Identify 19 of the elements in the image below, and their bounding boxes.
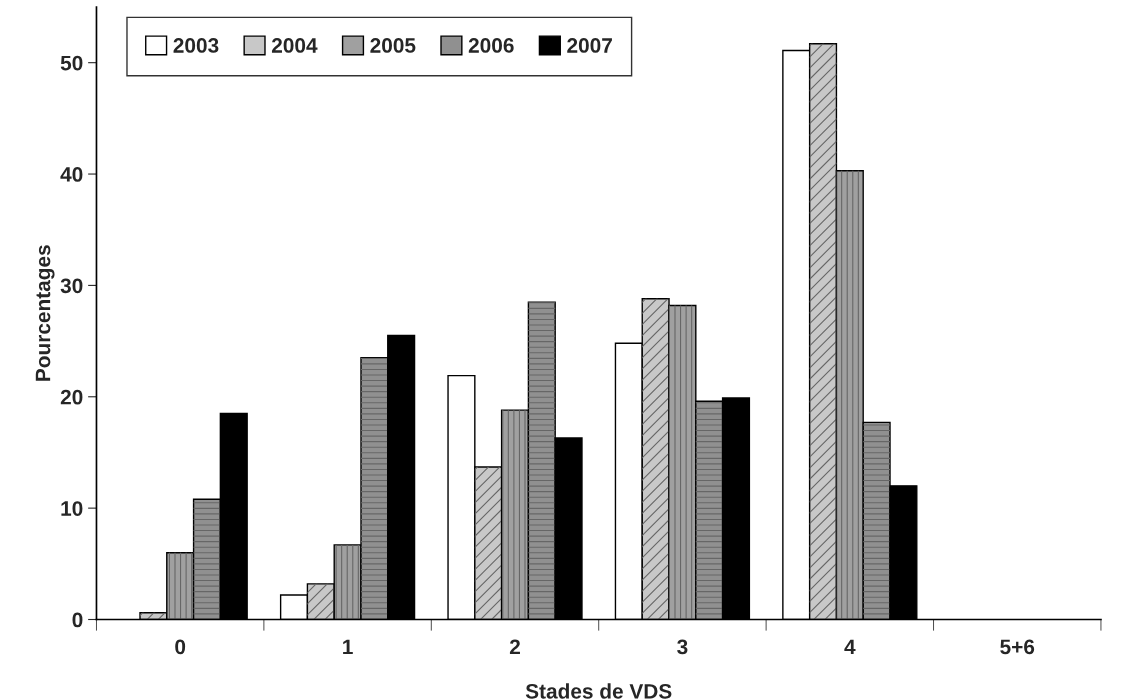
y-tick-label: 30 [60, 278, 83, 294]
legend-label: 2007 [567, 38, 612, 53]
x-tick-label: 0 [175, 639, 186, 655]
y-tick-label: 0 [72, 612, 83, 628]
x-tick-label: 4 [844, 639, 856, 655]
y-tick-label: 10 [61, 501, 83, 516]
legend-label: 2004 [271, 38, 318, 53]
x-axis-title: Stades de VDS [525, 683, 672, 699]
x-tick-label: 5+6 [1000, 639, 1035, 655]
x-tick-label: 1 [343, 639, 353, 655]
y-tick-label: 50 [60, 55, 83, 71]
y-tick-label: 40 [60, 167, 83, 182]
legend-label: 2006 [468, 38, 514, 53]
x-tick-label: 2 [509, 639, 520, 655]
legend-label: 2003 [173, 38, 219, 53]
y-axis-title: Pourcentages [35, 245, 55, 381]
y-tick-label: 20 [60, 389, 83, 405]
legend-label: 2005 [370, 38, 416, 53]
x-tick-label: 3 [677, 639, 688, 655]
